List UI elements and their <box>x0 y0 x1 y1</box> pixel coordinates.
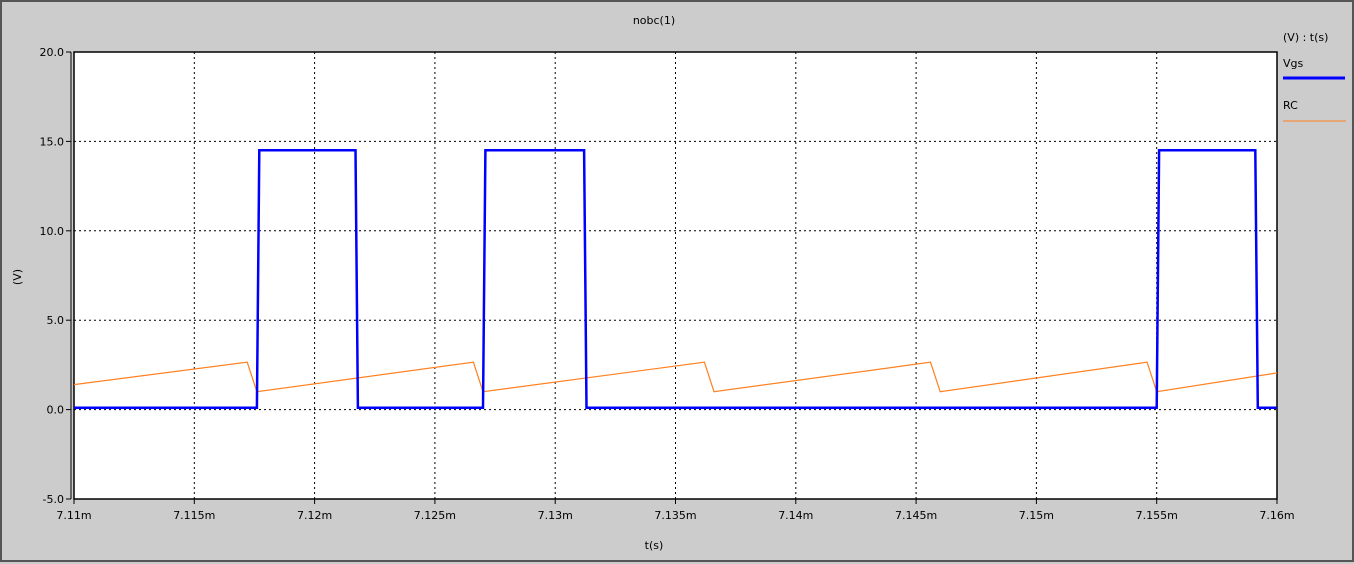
chart-title: nobc(1) <box>633 14 675 27</box>
x-tick-label: 7.13m <box>538 509 573 522</box>
x-tick-label: 7.16m <box>1259 509 1294 522</box>
y-tick-label: 15.0 <box>40 135 65 148</box>
y-axis-label: (V) <box>11 269 24 285</box>
series-group <box>73 149 1278 410</box>
series-line-vgs <box>74 149 1277 410</box>
x-tick-label: 7.15m <box>1019 509 1054 522</box>
x-tick-label: 7.12m <box>297 509 332 522</box>
x-tick-label: 7.11m <box>56 509 91 522</box>
y-tick-label: 10.0 <box>40 225 65 238</box>
x-axis-label: t(s) <box>645 539 664 552</box>
x-tick-label: 7.115m <box>173 509 215 522</box>
legend-label-rc[interactable]: RC <box>1283 99 1298 112</box>
y-tick-label: 20.0 <box>40 46 65 59</box>
x-tick-label: 7.14m <box>778 509 813 522</box>
plot-area <box>73 51 1278 500</box>
y-tick-label: 5.0 <box>47 314 65 327</box>
tick-labels: 7.11m 7.115m 7.12m 7.125m 7.13m 7.135m 7.14m 7.… <box>40 46 1295 522</box>
legend-header: (V) : t(s) <box>1283 31 1328 44</box>
grid <box>66 51 1278 504</box>
y-tick-label: -5.0 <box>43 493 64 506</box>
x-tick-label: 7.135m <box>654 509 696 522</box>
x-tick-label: 7.155m <box>1136 509 1178 522</box>
x-tick-label: 7.125m <box>414 509 456 522</box>
y-tick-label: 0.0 <box>47 404 65 417</box>
x-tick-label: 7.145m <box>895 509 937 522</box>
legend-label-vgs[interactable]: Vgs <box>1283 57 1304 70</box>
series-line-rc <box>73 361 1278 393</box>
legend: (V) : t(s) Vgs RC <box>1283 31 1346 122</box>
